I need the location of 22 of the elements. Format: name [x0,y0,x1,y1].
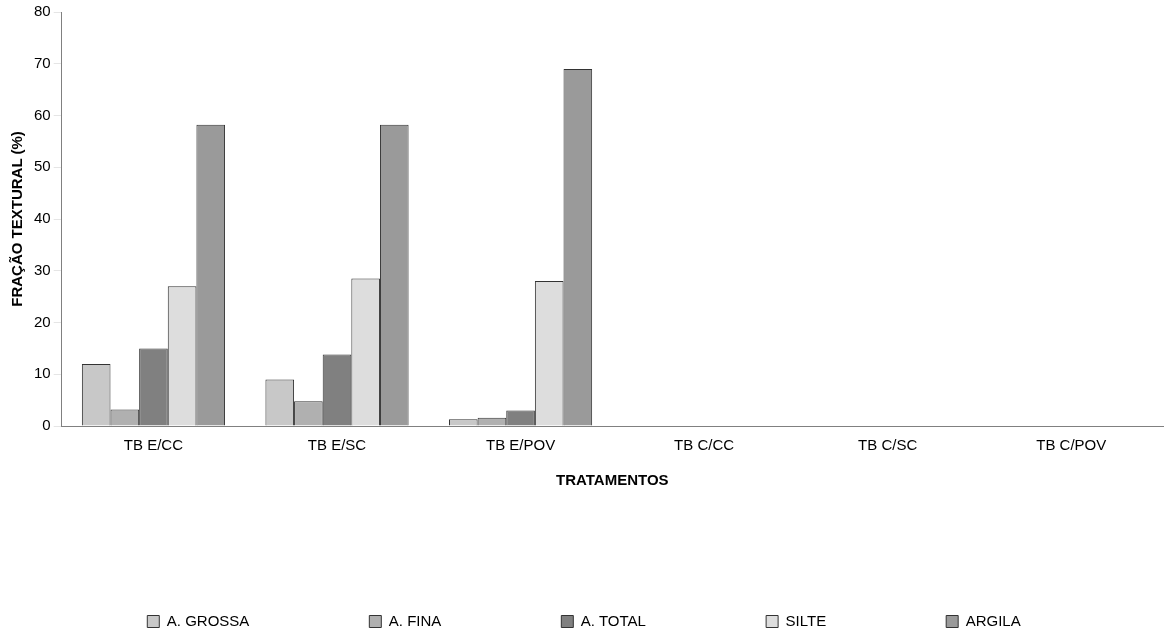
y-tick-label: 50 [34,157,51,175]
y-tick-label: 10 [34,364,51,382]
x-tick-label: TB E/POV [485,436,556,454]
x-tick-label: TB E/SC [307,436,367,454]
y-tick-label: 80 [34,2,51,20]
y-tick-label: 70 [34,53,51,71]
x-tick-label: TB C/SC [858,436,918,454]
x-tick-label: TB E/CC [123,436,184,454]
legend-label: ARGILA [965,611,1021,629]
y-tick-label: 60 [34,105,51,123]
y-tick-label: 40 [34,209,51,227]
y-tick-label: 20 [34,312,51,330]
legend-label: A. GROSSA [166,611,250,629]
y-axis-title: FRAÇÃO TEXTURAL (%) [8,131,26,307]
legend-label: A. TOTAL [580,611,646,629]
y-tick-label: 30 [34,260,51,278]
x-tick-label: TB C/CC [674,436,735,454]
x-tick-label: TB C/POV [1036,436,1107,454]
y-tick-label: 0 [42,416,51,434]
legend-label: SILTE [785,611,827,629]
legend-label: A. FINA [388,611,442,629]
x-axis-title: TRATAMENTOS [556,471,669,489]
